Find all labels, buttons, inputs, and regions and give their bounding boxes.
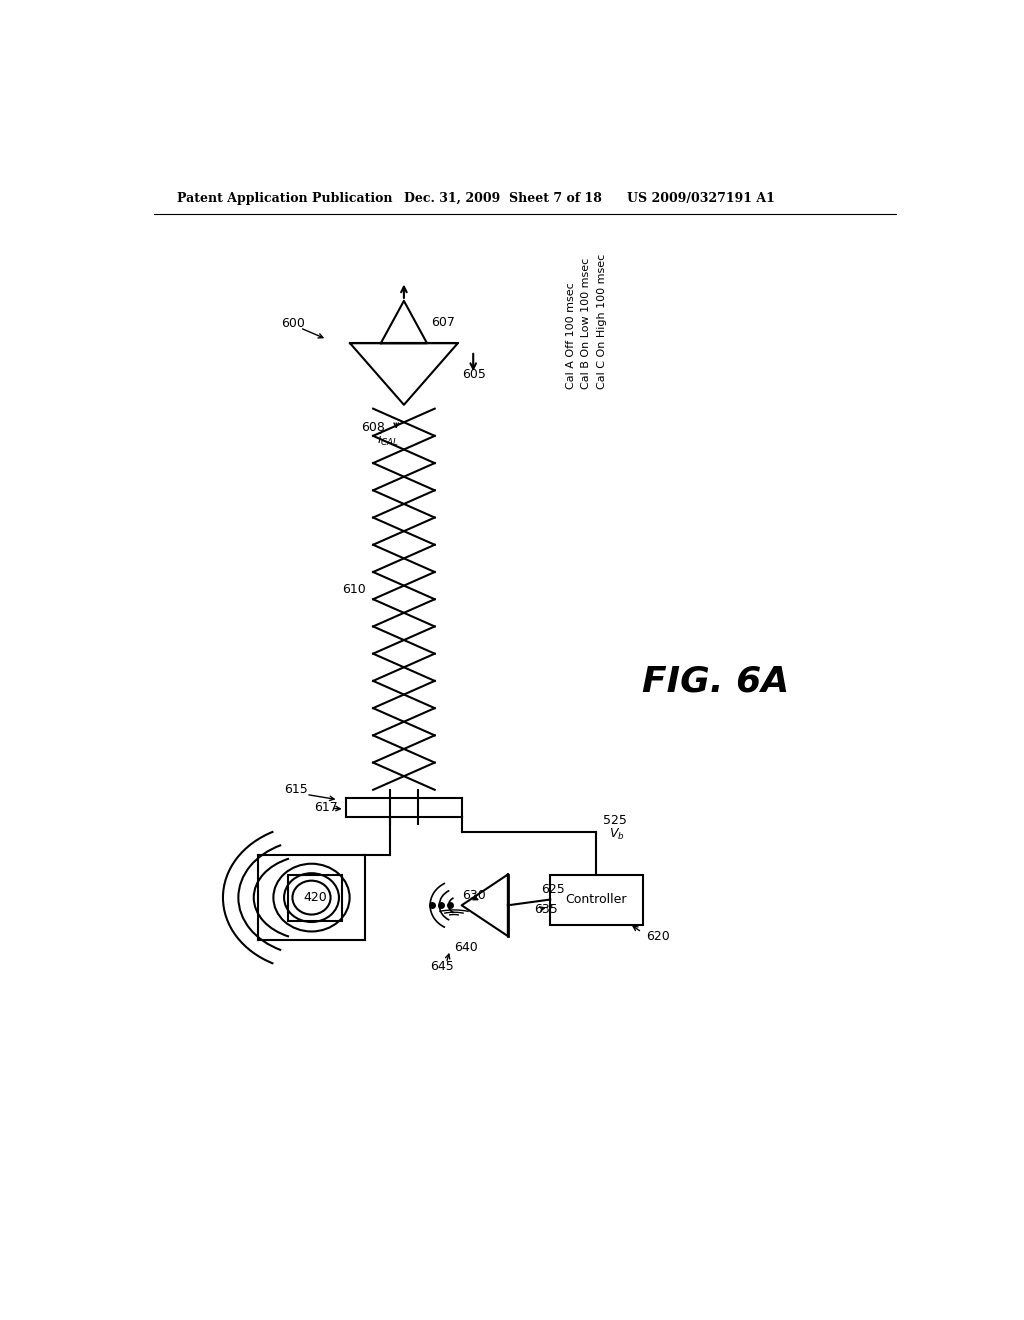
- Text: 617: 617: [313, 801, 338, 814]
- Text: $V_b$: $V_b$: [608, 826, 625, 842]
- Text: 525: 525: [602, 814, 627, 828]
- Text: 635: 635: [535, 903, 558, 916]
- Text: Cal A Off 100 msec: Cal A Off 100 msec: [566, 282, 575, 389]
- Text: 608: 608: [361, 421, 385, 434]
- Text: 420: 420: [303, 891, 328, 904]
- Text: Patent Application Publication: Patent Application Publication: [177, 191, 392, 205]
- Bar: [289, 874, 342, 921]
- Text: Dec. 31, 2009  Sheet 7 of 18: Dec. 31, 2009 Sheet 7 of 18: [403, 191, 602, 205]
- Text: US 2009/0327191 A1: US 2009/0327191 A1: [628, 191, 775, 205]
- Bar: [550, 874, 643, 924]
- Text: Cal C On High 100 msec: Cal C On High 100 msec: [597, 255, 607, 389]
- Text: 625: 625: [541, 883, 564, 896]
- Text: 640: 640: [454, 941, 477, 954]
- Text: 607: 607: [431, 315, 455, 329]
- Text: 630: 630: [462, 888, 485, 902]
- Text: 610: 610: [342, 583, 366, 597]
- Text: Controller: Controller: [565, 894, 627, 906]
- Text: 600: 600: [281, 317, 304, 330]
- Text: 645: 645: [430, 961, 455, 973]
- Text: FIG. 6A: FIG. 6A: [642, 665, 790, 700]
- Text: 605: 605: [462, 367, 485, 380]
- Text: Cal B On Low 100 msec: Cal B On Low 100 msec: [582, 259, 592, 389]
- Text: 615: 615: [285, 783, 308, 796]
- Text: $i_{CAL}$: $i_{CAL}$: [377, 432, 399, 447]
- Text: 620: 620: [646, 929, 671, 942]
